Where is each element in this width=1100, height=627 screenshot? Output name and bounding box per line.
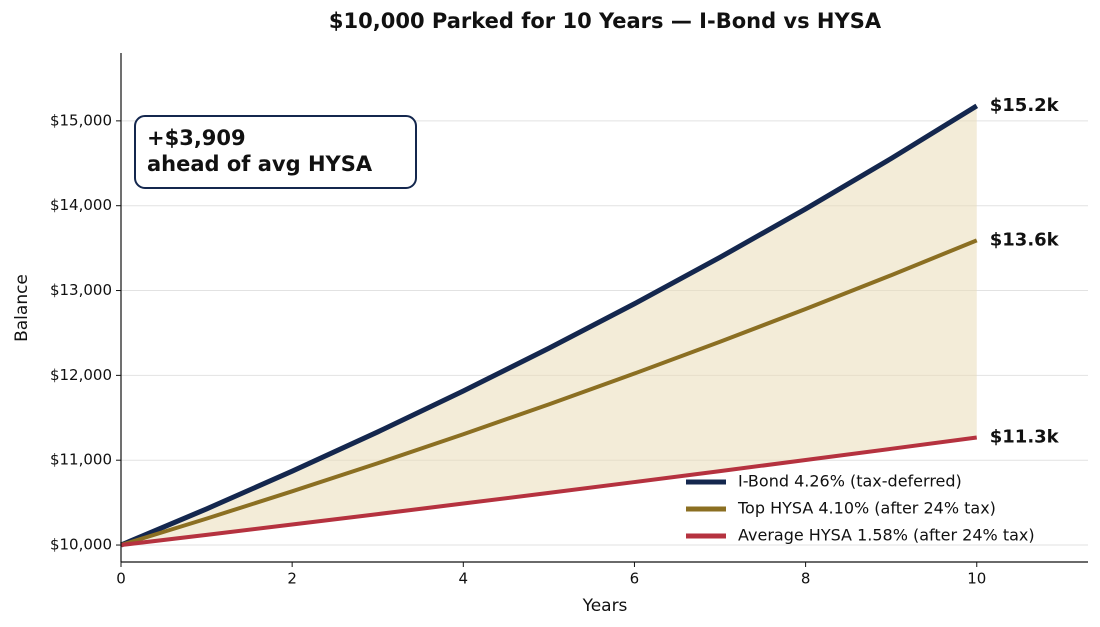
annotation-text: +$3,909 xyxy=(147,126,246,150)
series-line xyxy=(120,435,978,548)
series-line xyxy=(120,238,978,547)
end-label: $11.3k xyxy=(990,426,1060,447)
series-line xyxy=(120,103,979,548)
y-tick-label: $10,000 xyxy=(50,536,112,554)
fill-between xyxy=(121,105,977,546)
y-axis-label: Balance xyxy=(12,274,32,342)
end-label: $13.6k xyxy=(990,229,1060,250)
x-tick-label: 10 xyxy=(967,570,986,588)
x-tick-label: 6 xyxy=(630,570,640,588)
x-tick-label: 8 xyxy=(801,570,811,588)
x-tick-label: 2 xyxy=(287,570,297,588)
x-axis-label: Years xyxy=(582,596,628,616)
annotation-box xyxy=(134,115,417,189)
x-tick-label: 0 xyxy=(116,570,126,588)
chart-title: $10,000 Parked for 10 Years — I-Bond vs … xyxy=(329,9,882,33)
y-tick-label: $14,000 xyxy=(50,196,112,214)
x-tick-label: 4 xyxy=(459,570,469,588)
y-tick-label: $12,000 xyxy=(50,366,112,384)
legend-label: I-Bond 4.26% (tax-deferred) xyxy=(738,472,962,491)
end-label: $15.2k xyxy=(990,95,1060,116)
legend-label: Top HYSA 4.10% (after 24% tax) xyxy=(737,499,996,518)
annotation-text: ahead of avg HYSA xyxy=(147,152,373,176)
y-tick-label: $11,000 xyxy=(50,451,112,469)
y-tick-label: $13,000 xyxy=(50,281,112,299)
y-tick-label: $15,000 xyxy=(50,111,112,129)
legend-label: Average HYSA 1.58% (after 24% tax) xyxy=(738,526,1035,545)
